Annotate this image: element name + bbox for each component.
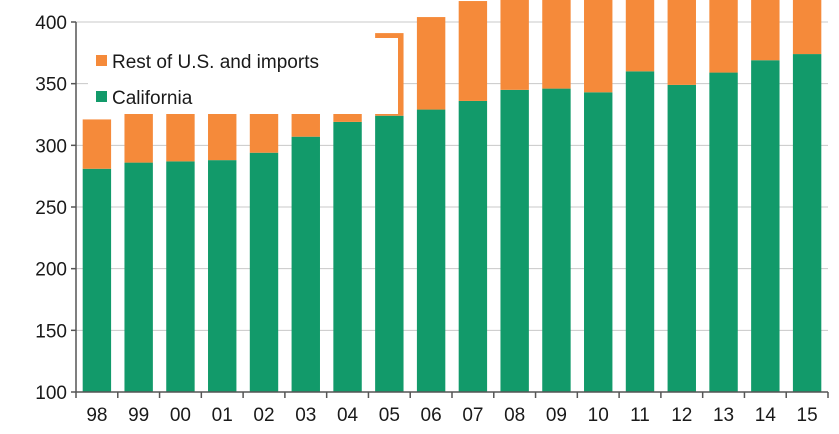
y-tick-label-250: 250 <box>35 198 67 219</box>
bar-california-04 <box>333 121 362 393</box>
bar-california-12 <box>667 84 696 393</box>
x-tick-label-09: 09 <box>546 405 567 426</box>
bar-california-14 <box>751 60 780 392</box>
x-tick-label-04: 04 <box>337 405 359 426</box>
legend-label-california: California <box>112 88 193 109</box>
bar-california-15 <box>792 54 822 393</box>
y-tick-label-350: 350 <box>35 75 67 96</box>
legend: Rest of U.S. and imports California <box>88 38 398 114</box>
x-tick-label-00: 00 <box>170 405 191 426</box>
bar-rest-09 <box>542 0 571 89</box>
bar-california-13 <box>709 72 738 393</box>
x-tick-label-14: 14 <box>755 405 777 426</box>
bar-california-98 <box>82 168 112 392</box>
bar-california-08 <box>500 89 529 392</box>
bar-rest-13 <box>709 0 738 73</box>
x-tick-label-01: 01 <box>212 405 233 426</box>
x-tick-label-12: 12 <box>671 405 692 426</box>
x-tick-label-02: 02 <box>253 405 274 426</box>
bar-rest-99 <box>124 110 153 163</box>
y-tick-label-300: 300 <box>35 136 67 157</box>
legend-swatch-rest <box>96 55 107 66</box>
x-tick-label-13: 13 <box>713 405 734 426</box>
x-tick-label-05: 05 <box>379 405 400 426</box>
legend-label-rest: Rest of U.S. and imports <box>112 52 319 73</box>
x-tick-label-99: 99 <box>128 405 149 426</box>
x-tick-label-15: 15 <box>797 405 818 426</box>
bars <box>82 0 822 393</box>
y-tick-label-100: 100 <box>35 383 67 404</box>
bar-california-09 <box>542 88 571 392</box>
bar-california-05 <box>375 115 404 392</box>
x-tick-label-06: 06 <box>421 405 442 426</box>
y-tick-label-150: 150 <box>35 321 67 342</box>
x-tick-label-11: 11 <box>630 405 650 426</box>
bar-rest-07 <box>458 1 488 101</box>
x-tick-label-08: 08 <box>504 405 525 426</box>
bar-california-02 <box>249 152 279 392</box>
y-axis-ticks: 100 150 200 250 300 350 400 <box>35 13 76 404</box>
bar-california-07 <box>458 100 488 392</box>
bar-rest-14 <box>751 0 780 61</box>
bar-california-11 <box>625 71 655 392</box>
bar-rest-12 <box>667 0 696 85</box>
y-tick-label-400: 400 <box>35 13 67 34</box>
bar-california-10 <box>584 92 613 393</box>
x-axis-ticks: 98 99 00 01 02 03 04 05 06 07 08 09 10 11 12 13 14 15 <box>75 392 829 426</box>
y-tick-label-200: 200 <box>35 260 67 281</box>
bar-rest-06 <box>416 17 446 110</box>
bar-rest-10 <box>584 0 613 93</box>
x-tick-label-07: 07 <box>462 405 483 426</box>
x-tick-label-10: 10 <box>588 405 609 426</box>
bar-rest-11 <box>625 0 655 72</box>
bar-rest-15 <box>792 0 822 55</box>
x-tick-label-98: 98 <box>86 405 107 426</box>
bar-rest-98 <box>82 119 112 169</box>
bar-california-99 <box>124 162 153 392</box>
bar-california-00 <box>166 161 195 392</box>
x-tick-label-03: 03 <box>295 405 316 426</box>
legend-swatch-california <box>96 91 107 102</box>
bar-california-01 <box>208 160 237 392</box>
legend-background <box>88 38 398 114</box>
bar-california-03 <box>291 136 320 392</box>
bar-rest-08 <box>500 0 529 90</box>
bar-california-06 <box>416 109 446 393</box>
